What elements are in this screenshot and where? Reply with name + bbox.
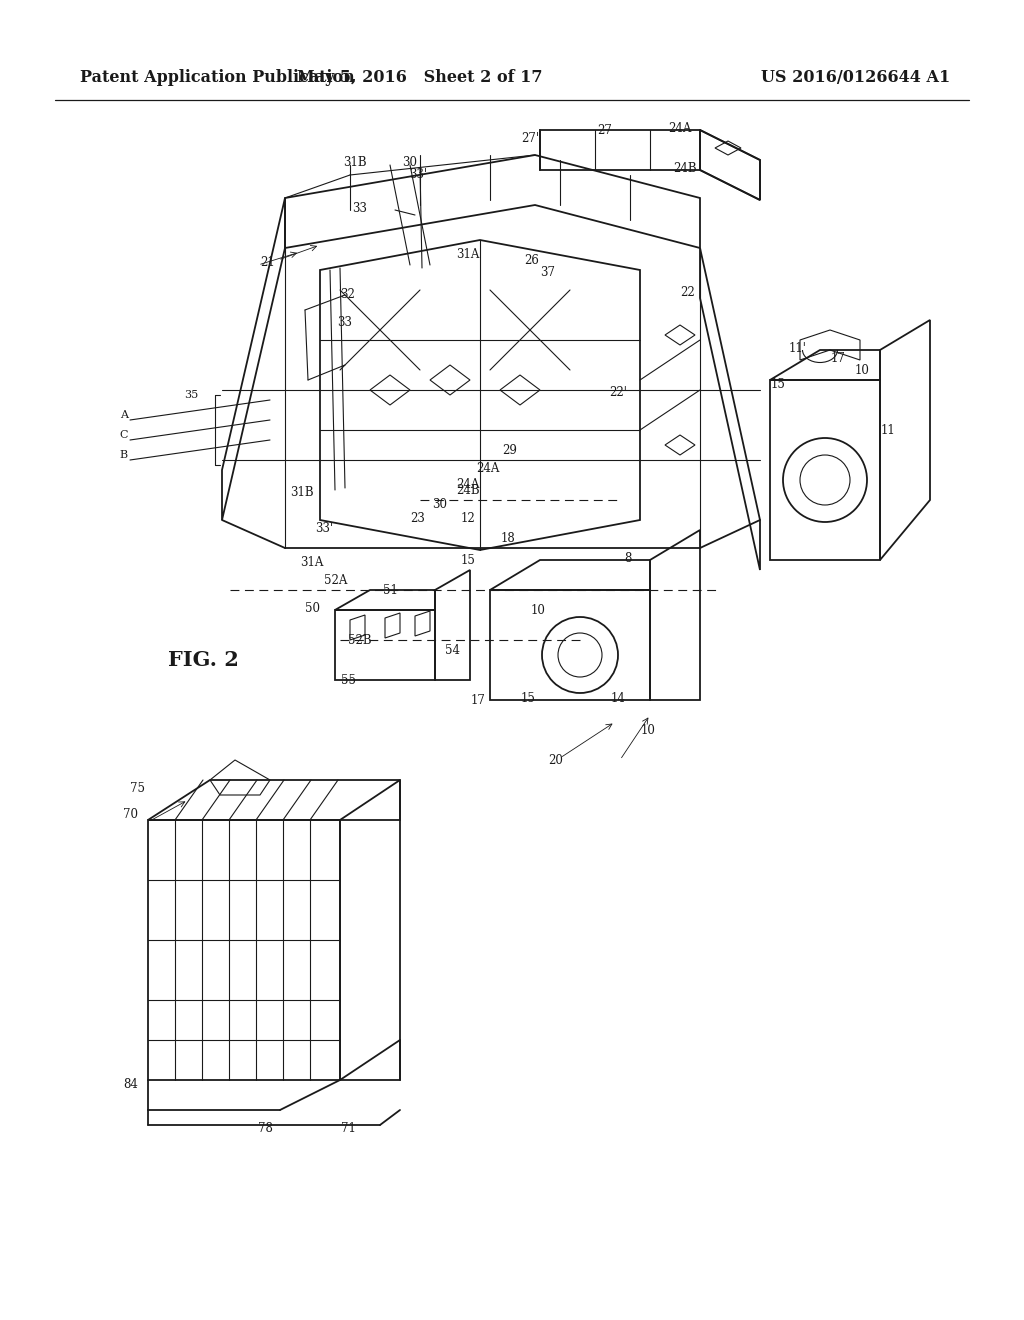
Text: 17: 17 [471,693,485,706]
Text: 8: 8 [625,552,632,565]
Text: 24A: 24A [669,121,691,135]
Text: 15: 15 [461,553,475,566]
Text: Patent Application Publication: Patent Application Publication [80,70,354,87]
Text: 33: 33 [352,202,368,214]
Text: 37: 37 [541,265,555,279]
Text: 71: 71 [341,1122,355,1134]
Text: 23: 23 [411,511,425,524]
Text: 50: 50 [304,602,319,615]
Text: 22': 22' [609,385,627,399]
Text: 11: 11 [881,424,895,437]
Text: 54: 54 [444,644,460,656]
Text: 20: 20 [548,754,563,767]
Text: 11': 11' [790,342,807,355]
Text: C: C [120,430,128,440]
Text: B: B [120,450,128,459]
Text: 30: 30 [402,156,418,169]
Text: 26: 26 [524,253,540,267]
Text: 33': 33' [409,169,427,181]
Text: 24B: 24B [673,161,696,174]
Text: 31B: 31B [290,486,313,499]
Text: 70: 70 [123,808,138,821]
Text: US 2016/0126644 A1: US 2016/0126644 A1 [761,70,950,87]
Text: 27': 27' [521,132,539,144]
Text: 17: 17 [830,351,846,364]
Text: 31A: 31A [457,248,479,261]
Text: 35: 35 [183,389,198,400]
Text: 33': 33' [315,521,333,535]
Text: 24A: 24A [457,479,479,491]
Text: 52B: 52B [348,634,372,647]
Text: 84: 84 [123,1078,138,1092]
Text: 21: 21 [260,256,275,268]
Text: 30: 30 [432,499,447,511]
Text: 18: 18 [501,532,515,544]
Text: 15: 15 [520,692,536,705]
Text: 52A: 52A [325,573,348,586]
Text: 24B: 24B [456,483,480,496]
Text: 15: 15 [771,379,785,392]
Text: 10: 10 [530,603,546,616]
Text: 10: 10 [855,363,869,376]
Text: May 5, 2016   Sheet 2 of 17: May 5, 2016 Sheet 2 of 17 [297,70,543,87]
Text: FIG. 2: FIG. 2 [168,649,239,671]
Text: 12: 12 [461,511,475,524]
Text: 22: 22 [680,285,694,298]
Text: 32: 32 [341,289,355,301]
Text: 51: 51 [383,583,397,597]
Text: 78: 78 [258,1122,272,1134]
Text: 31B: 31B [343,157,367,169]
Text: 75: 75 [130,781,145,795]
Text: 29: 29 [503,444,517,457]
Text: 24A: 24A [476,462,500,474]
Text: 33: 33 [338,315,352,329]
Text: 14: 14 [610,692,626,705]
Text: 55: 55 [341,673,355,686]
Text: A: A [120,411,128,420]
Text: 10: 10 [641,723,655,737]
Text: 27: 27 [598,124,612,136]
Text: 31A: 31A [300,556,324,569]
